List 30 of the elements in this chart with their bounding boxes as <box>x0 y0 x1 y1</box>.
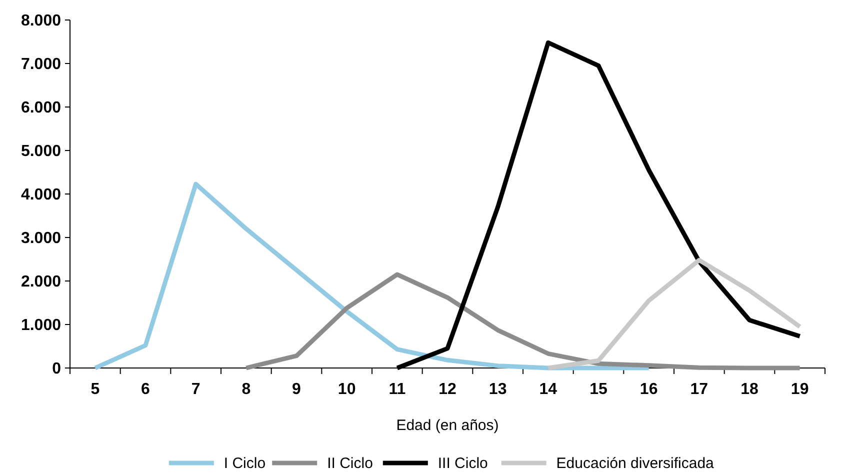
y-tick-label: 3.000 <box>20 230 62 248</box>
x-tick-label: 16 <box>640 381 658 398</box>
x-tick-label: 10 <box>338 381 356 398</box>
x-tick-label: 13 <box>488 381 507 398</box>
x-tick-label: 17 <box>690 381 708 398</box>
y-tick-label: 2.000 <box>20 274 62 291</box>
x-tick-label: 12 <box>438 381 456 398</box>
x-tick-label: 18 <box>740 381 758 398</box>
legend-label: II Ciclo <box>327 455 373 472</box>
legend-label: I Ciclo <box>224 455 266 472</box>
x-tick-label: 14 <box>539 381 558 398</box>
line-series <box>546 258 802 370</box>
y-tick-label: 8.000 <box>20 12 62 30</box>
legend-label: Educación diversificada <box>556 455 715 472</box>
x-tick-label: 15 <box>590 381 608 398</box>
x-axis-title: Edad (en años) <box>396 417 499 434</box>
x-tick-label: 19 <box>790 381 809 398</box>
x-tick-label: 6 <box>141 381 150 398</box>
y-tick-label: 4.000 <box>20 186 62 204</box>
legend-label: III Ciclo <box>438 455 488 472</box>
y-tick-label: 1.000 <box>20 317 62 334</box>
y-tick-label: 6.000 <box>20 100 62 117</box>
y-tick-label: 5.000 <box>20 143 62 160</box>
y-tick-label: 0 <box>52 360 62 378</box>
x-tick-label: 11 <box>388 381 406 398</box>
x-tick-label: 9 <box>292 381 302 398</box>
x-tick-label: 8 <box>242 381 251 398</box>
x-tick-label: 7 <box>191 381 200 398</box>
y-tick-label: 7.000 <box>20 56 62 74</box>
x-tick-label: 5 <box>90 381 100 398</box>
